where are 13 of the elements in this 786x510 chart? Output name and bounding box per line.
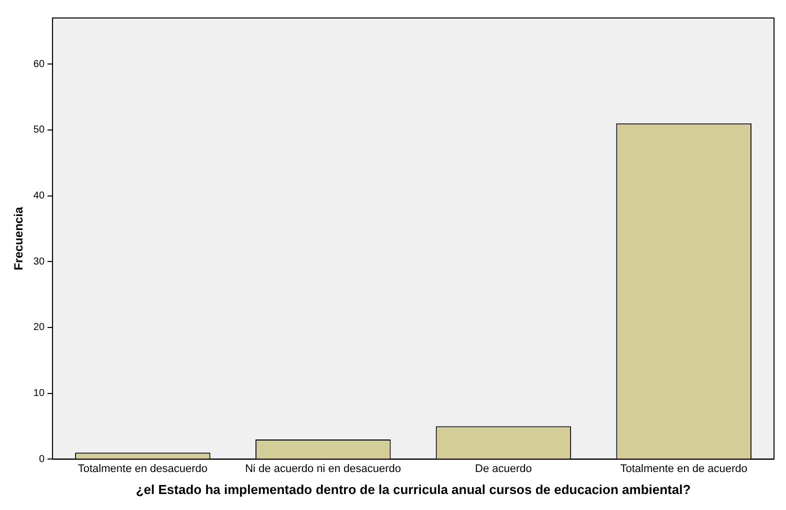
y-tick-label: 20 xyxy=(33,322,45,334)
x-tick-label: De acuerdo xyxy=(475,462,532,475)
y-tick-label: 30 xyxy=(33,256,45,268)
y-axis-title: Frecuencia xyxy=(12,206,26,270)
x-axis-title: ¿el Estado ha implementado dentro de la curricula anual cursos de educacion ambiental? xyxy=(136,482,691,497)
y-tick-label: 40 xyxy=(33,190,45,202)
y-tick-label: 60 xyxy=(33,58,45,70)
y-tick-label: 50 xyxy=(33,124,45,136)
x-tick-label: Ni de acuerdo ni en desacuerdo xyxy=(245,462,402,475)
y-tick-label: 10 xyxy=(33,388,45,400)
x-tick-label: Totalmente en desacuerdo xyxy=(78,462,208,475)
y-tick-label: 0 xyxy=(38,454,45,465)
x-tick-label: Totalmente en de acuerdo xyxy=(620,462,748,475)
